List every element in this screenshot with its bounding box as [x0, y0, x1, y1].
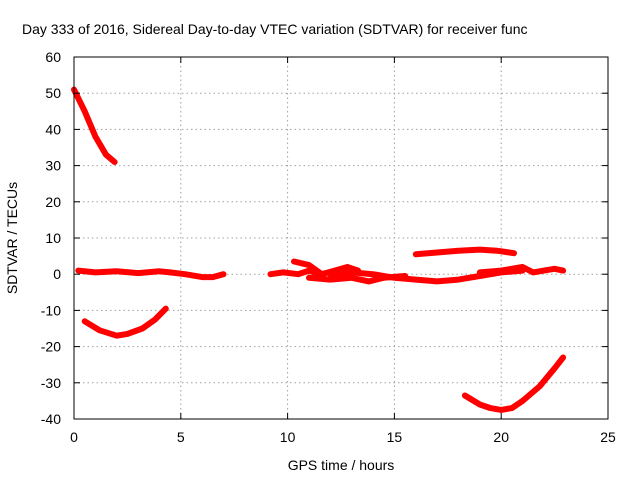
- series-line-arc-09: [412, 246, 517, 258]
- chart-title: Day 333 of 2016, Sidereal Day-to-day VTE…: [22, 21, 528, 37]
- axis-ticks: 0 5 10 15 20 25 -40 -30 -20 -10 0 10 20 30 40 50 60: [41, 49, 616, 445]
- series-line-arc-04: [81, 305, 169, 339]
- series-line-arc-11: [461, 354, 567, 413]
- y-tick-label: 20: [45, 194, 61, 210]
- y-tick-label: -20: [41, 339, 61, 355]
- x-tick-label: 5: [177, 429, 185, 445]
- y-axis-label: SDTVAR / TECUs: [4, 182, 20, 294]
- y-tick-label: 40: [45, 121, 61, 137]
- data-series: [71, 86, 567, 413]
- y-tick-label: 10: [45, 230, 61, 246]
- y-tick-label: -30: [41, 375, 61, 391]
- x-tick-label: 20: [493, 429, 509, 445]
- x-tick-label: 0: [70, 429, 78, 445]
- x-tick-label: 25: [600, 429, 616, 445]
- series-line-arc-01: [71, 86, 118, 165]
- x-axis-label: GPS time / hours: [288, 457, 395, 473]
- series-line-arc-05: [267, 267, 323, 278]
- x-tick-label: 10: [280, 429, 296, 445]
- series-line-arc-10: [476, 264, 567, 276]
- series-line-arc-03: [167, 269, 227, 281]
- y-tick-label: 50: [45, 85, 61, 101]
- y-tick-label: 60: [45, 49, 61, 65]
- y-tick-label: 30: [45, 158, 61, 174]
- series-line-arc-02: [75, 267, 174, 277]
- x-tick-label: 15: [387, 429, 403, 445]
- y-tick-label: 0: [53, 266, 61, 282]
- y-tick-label: -40: [41, 411, 61, 427]
- y-tick-label: -10: [41, 302, 61, 318]
